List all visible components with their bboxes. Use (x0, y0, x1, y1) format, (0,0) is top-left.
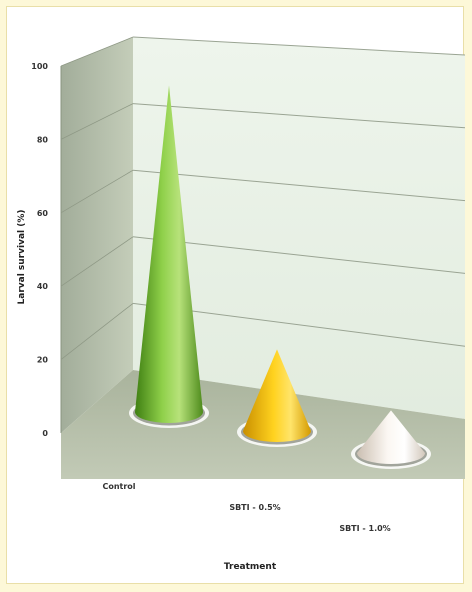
gridline (132, 236, 465, 274)
cones (129, 85, 431, 469)
side-gridline (60, 36, 134, 67)
gridlines (60, 36, 465, 360)
y-tick-label: 80 (37, 135, 49, 144)
cone-2 (237, 349, 317, 447)
cone-body (135, 85, 203, 424)
side-gridline (60, 303, 134, 360)
y-tick-label: 60 (37, 209, 49, 218)
gridline (132, 169, 465, 202)
gridline (132, 36, 465, 56)
category-label: SBTI - 0.5% (229, 503, 280, 512)
side-gridline (60, 169, 134, 214)
x-axis-title: Treatment (224, 562, 277, 572)
cone-body (357, 410, 425, 464)
side-gridline (60, 103, 134, 140)
cone-3 (351, 410, 431, 469)
y-tick-label: 20 (37, 356, 49, 365)
chart-frame: 0 20 40 60 80 100 Control SBTI - 0.5% SBTI - 1.… (6, 6, 465, 584)
category-label: SBTI - 1.0% (339, 524, 390, 533)
category-label: Control (102, 482, 135, 491)
y-tick-label: 0 (42, 429, 48, 438)
cone-body (243, 349, 311, 442)
y-tick-label: 100 (31, 62, 48, 71)
y-tick-label: 40 (37, 282, 49, 291)
y-axis-title: Larval survival (%) (17, 210, 27, 305)
cone-1 (129, 85, 209, 428)
cone-chart: 0 20 40 60 80 100 Control SBTI - 0.5% SBTI - 1.… (17, 36, 465, 572)
y-tick-labels: 0 20 40 60 80 100 (31, 62, 48, 438)
category-labels: Control SBTI - 0.5% SBTI - 1.0% (102, 482, 390, 533)
side-gridline (60, 236, 134, 287)
back-wall (133, 37, 465, 419)
gridline (132, 103, 465, 129)
side-wall (61, 37, 133, 433)
